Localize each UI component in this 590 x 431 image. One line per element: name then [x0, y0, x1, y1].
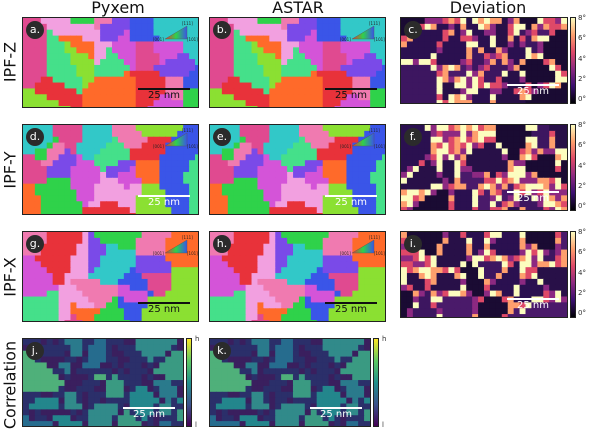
deviation-colorbar [570, 124, 576, 211]
ipf-key-label-right: [101] [374, 144, 385, 149]
ipf-color-key: [111] [001] [101] [338, 235, 385, 259]
correlation-colorbar-high: h [382, 335, 387, 343]
scale-bar: 25 nm [507, 84, 559, 98]
column-heading-astar: ASTAR [272, 0, 324, 17]
panel-label-i: i. [404, 235, 422, 253]
ipf-z-map-pyxem: a. [111] [001] [101] 25 nm [22, 17, 199, 108]
deviation-tick-label: 2° [578, 181, 586, 190]
panel-label-c: c. [404, 21, 422, 39]
deviation-map-y: f. 25 nm [400, 124, 568, 211]
ipf-key-label-right: [101] [187, 37, 198, 42]
deviation-tick-label: 0° [578, 309, 586, 317]
ipf-key-label-top: [111] [182, 235, 193, 240]
deviation-colorbar [570, 231, 576, 318]
correlation-map-astar: k. 25 nm [209, 338, 371, 427]
ipf-color-key: [111] [001] [101] [338, 21, 385, 45]
deviation-map-z: c. 25 nm [400, 17, 568, 104]
deviation-tick-label: 8° [578, 121, 586, 129]
panel-label-d: d. [26, 128, 44, 146]
scale-bar: 25 nm [325, 88, 377, 102]
ipf-z-map-astar: b. [111] [001] [101] 25 nm [209, 17, 386, 108]
ipf-key-label-top: [111] [182, 128, 193, 133]
ipf-color-key: [111] [001] [101] [151, 21, 198, 45]
correlation-colorbar-high: h [195, 335, 200, 343]
column-heading-pyxem: Pyxem [91, 0, 145, 17]
ipf-key-label-top: [111] [369, 235, 380, 240]
scale-bar: 25 nm [123, 407, 175, 421]
scale-bar: 25 nm [507, 191, 559, 205]
row-heading-ipf-y: IPF-Y [0, 151, 20, 189]
ipf-key-label-left: [001] [340, 251, 351, 256]
deviation-tick-label: 0° [578, 95, 586, 103]
ipf-key-label-right: [101] [374, 251, 385, 256]
panel-label-k: k. [213, 342, 231, 360]
ipf-x-map-astar: h. [111] [001] [101] 25 nm [209, 231, 386, 322]
row-heading-ipf-z: IPF-Z [0, 41, 20, 83]
scale-bar: 25 nm [325, 302, 377, 316]
deviation-tick-label: 4° [578, 268, 586, 277]
panel-label-e: e. [213, 128, 231, 146]
ipf-key-label-right: [101] [187, 144, 198, 149]
scale-bar: 25 nm [325, 195, 377, 209]
deviation-map-x: i. 25 nm [400, 231, 568, 318]
panel-label-j: j. [26, 342, 44, 360]
ipf-key-label-top: [111] [369, 128, 380, 133]
row-heading-correlation: Correlation [0, 340, 20, 430]
column-heading-deviation: Deviation [449, 0, 527, 17]
deviation-tick-label: 0° [578, 202, 586, 210]
ipf-key-label-left: [001] [153, 251, 164, 256]
deviation-tick-label: 4° [578, 161, 586, 170]
deviation-tick-label: 2° [578, 288, 586, 297]
ipf-color-key: [111] [001] [101] [338, 128, 385, 152]
ipf-key-label-right: [101] [187, 251, 198, 256]
ipf-key-label-left: [001] [153, 144, 164, 149]
scale-bar: 25 nm [138, 302, 190, 316]
ipf-color-key: [111] [001] [101] [151, 235, 198, 259]
deviation-tick-label: 2° [578, 74, 586, 83]
correlation-colorbar [186, 338, 192, 427]
deviation-colorbar [570, 17, 576, 104]
ipf-y-map-astar: e. [111] [001] [101] 25 nm [209, 124, 386, 215]
ipf-key-label-top: [111] [182, 21, 193, 26]
ipf-color-key: [111] [001] [101] [151, 128, 198, 152]
deviation-tick-label: 4° [578, 54, 586, 63]
correlation-colorbar-low: l [382, 421, 384, 429]
scale-bar: 25 nm [138, 195, 190, 209]
scale-bar: 25 nm [138, 88, 190, 102]
scale-bar: 25 nm [507, 298, 559, 312]
panel-label-h: h. [213, 235, 231, 253]
ipf-key-label-left: [001] [153, 37, 164, 42]
panel-label-f: f. [404, 128, 422, 146]
deviation-tick-label: 6° [578, 34, 586, 43]
panel-label-b: b. [213, 21, 231, 39]
ipf-key-label-right: [101] [374, 37, 385, 42]
scale-bar: 25 nm [310, 407, 362, 421]
deviation-tick-label: 6° [578, 248, 586, 257]
correlation-colorbar [373, 338, 379, 427]
deviation-tick-label: 8° [578, 14, 586, 22]
ipf-key-label-left: [001] [340, 37, 351, 42]
panel-label-g: g. [26, 235, 44, 253]
ipf-key-label-top: [111] [369, 21, 380, 26]
panel-label-a: a. [26, 21, 44, 39]
deviation-tick-label: 6° [578, 141, 586, 150]
correlation-map-pyxem: j. 25 nm [22, 338, 184, 427]
row-heading-ipf-x: IPF-X [0, 257, 20, 297]
ipf-key-label-left: [001] [340, 144, 351, 149]
ipf-x-map-pyxem: g. [111] [001] [101] 25 nm [22, 231, 199, 322]
deviation-tick-label: 8° [578, 228, 586, 236]
correlation-colorbar-low: l [195, 421, 197, 429]
ipf-y-map-pyxem: d. [111] [001] [101] 25 nm [22, 124, 199, 215]
